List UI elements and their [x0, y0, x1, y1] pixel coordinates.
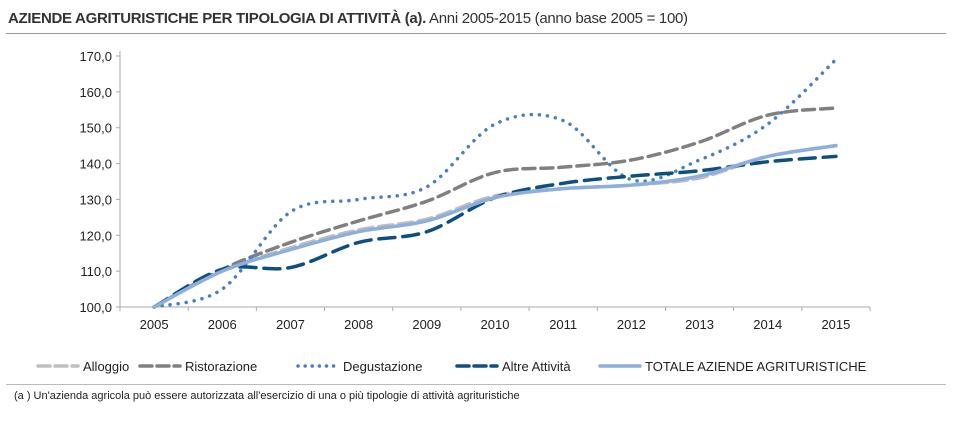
title-divider: [6, 33, 946, 34]
footnote-divider: [6, 384, 946, 385]
y-tick-label: 120,0: [79, 228, 112, 243]
legend-label: Ristorazione: [185, 359, 257, 374]
line-chart: 100,0 110,0 120,0 130,0 140,0 150,0 160,0 170,0…: [36, 49, 871, 374]
legend-label: TOTALE AZIENDE AGRITURISTICHE: [645, 359, 867, 374]
y-tick-label: 130,0: [79, 192, 112, 207]
x-tick-label: 2014: [753, 317, 782, 332]
x-tick-label: 2009: [412, 317, 441, 332]
x-tick-label: 2005: [140, 317, 169, 332]
y-tick-label: 150,0: [79, 121, 112, 136]
y-tick-label: 140,0: [79, 157, 112, 172]
series-ristorazione-line: [152, 106, 838, 309]
legend-label: Degustazione: [343, 359, 423, 374]
series-altre-attivit--line: [152, 154, 838, 309]
y-tick-label: 170,0: [79, 49, 112, 64]
series-degustazione-line: [152, 57, 838, 309]
x-tick-label: 2012: [617, 317, 646, 332]
title-rest: Anni 2005-2015 (anno base 2005 = 100): [426, 10, 688, 27]
title-bold: AZIENDE AGRITURISTICHE PER TIPOLOGIA DI …: [8, 10, 426, 27]
legend-label: Alloggio: [83, 359, 129, 374]
y-tick-label: 160,0: [79, 85, 112, 100]
y-tick-label: 110,0: [80, 264, 112, 279]
x-tick-label: 2006: [208, 317, 237, 332]
x-tick-label: 2010: [481, 317, 510, 332]
x-tick-label: 2013: [685, 317, 714, 332]
y-tick-label: 100,0: [79, 300, 112, 315]
series-alloggio-line: [152, 143, 838, 309]
x-tick-label: 2007: [276, 317, 305, 332]
x-tick-label: 2015: [821, 317, 850, 332]
footnote: (a ) Un'azienda agricola può essere auto…: [14, 390, 520, 402]
x-tick-label: 2011: [549, 317, 577, 332]
legend-label: Altre Attività: [502, 359, 571, 374]
series-totale-aziende-agrituristiche-line: [152, 143, 838, 309]
chart-title: AZIENDE AGRITURISTICHE PER TIPOLOGIA DI …: [8, 10, 688, 27]
x-tick-label: 2008: [344, 317, 373, 332]
